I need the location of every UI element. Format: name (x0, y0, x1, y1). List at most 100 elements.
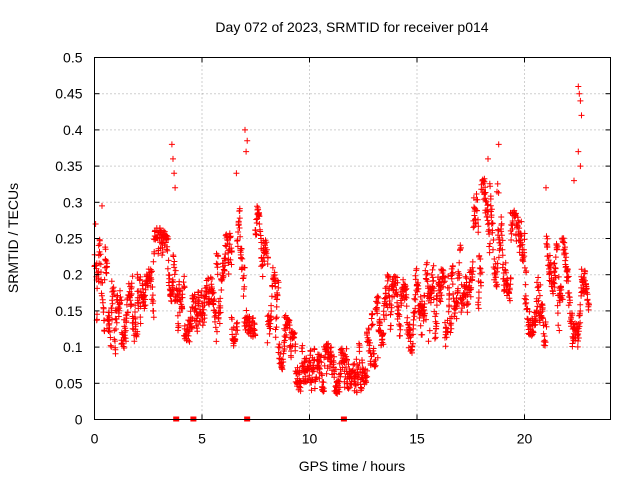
data-point (536, 319, 543, 326)
y-tick-label: 0.2 (63, 267, 83, 283)
data-point (403, 285, 410, 292)
data-point (194, 313, 201, 320)
data-point (522, 281, 529, 288)
data-point (132, 315, 139, 322)
data-point (199, 322, 206, 329)
data-point (312, 378, 319, 385)
data-point (380, 308, 387, 315)
data-point (481, 175, 488, 182)
data-point (128, 280, 135, 287)
data-point (215, 315, 222, 322)
data-point (292, 341, 299, 348)
data-point (297, 380, 304, 387)
data-point (398, 302, 405, 309)
data-point (508, 237, 515, 243)
data-point (551, 268, 558, 275)
data-point (214, 264, 221, 271)
data-point (577, 319, 584, 326)
data-point (209, 275, 215, 282)
data-point (303, 355, 310, 362)
data-point (440, 283, 446, 290)
data-point (137, 320, 144, 327)
data-point (180, 279, 187, 286)
data-point (268, 302, 275, 309)
data-point (431, 335, 438, 342)
data-point (251, 327, 258, 334)
data-point (571, 177, 577, 184)
data-point (423, 316, 429, 323)
data-point (364, 367, 371, 374)
data-point (170, 155, 176, 162)
data-point (446, 284, 453, 291)
data-point (149, 292, 156, 299)
data-point (543, 240, 550, 247)
data-point (355, 364, 362, 370)
data-point (443, 334, 450, 341)
data-point (325, 340, 332, 347)
data-point (256, 213, 263, 220)
data-point (94, 285, 101, 292)
data-point (358, 385, 365, 392)
data-point (263, 250, 270, 257)
data-point (412, 276, 419, 283)
x-tick-label: 0 (91, 431, 99, 447)
data-point (395, 307, 402, 314)
data-point (267, 313, 274, 320)
data-point (559, 296, 566, 303)
data-points (91, 83, 592, 397)
y-tick-label: 0.15 (55, 303, 82, 319)
x-axis-label: GPS time / hours (299, 458, 406, 474)
data-point (177, 298, 184, 305)
data-point (275, 344, 282, 350)
data-point (551, 260, 558, 267)
data-point (340, 359, 347, 365)
data-point (410, 322, 417, 328)
data-point (562, 244, 568, 251)
data-point (369, 321, 376, 328)
data-point (456, 272, 463, 279)
data-point (486, 231, 493, 238)
data-point (523, 299, 530, 306)
y-tick-label: 0.05 (55, 375, 82, 391)
data-point (565, 273, 572, 280)
data-point (351, 378, 357, 385)
data-point (108, 305, 115, 312)
data-point (532, 318, 539, 324)
data-point (538, 314, 545, 320)
data-point (575, 338, 581, 344)
data-point (228, 314, 235, 321)
data-point (485, 155, 491, 162)
data-point (464, 309, 471, 316)
data-point (564, 266, 571, 273)
data-point (316, 365, 323, 372)
data-point (449, 281, 456, 288)
data-point (220, 273, 227, 280)
data-point (111, 291, 117, 298)
data-point (560, 235, 567, 242)
data-point (478, 269, 485, 276)
data-point (106, 329, 113, 335)
data-point (513, 232, 519, 239)
data-point (371, 350, 377, 357)
data-point (458, 244, 464, 251)
data-point (239, 255, 246, 262)
data-point (108, 343, 115, 350)
data-point (551, 284, 558, 291)
data-point (495, 254, 502, 261)
data-point (489, 227, 496, 234)
data-point (175, 324, 182, 331)
data-point (171, 170, 178, 177)
data-point (470, 224, 477, 231)
data-point (415, 282, 422, 289)
data-point (165, 236, 171, 242)
data-point (331, 353, 338, 360)
data-point (449, 262, 456, 269)
data-point (481, 190, 488, 197)
data-point (472, 219, 479, 226)
data-point (577, 97, 584, 104)
data-point (469, 258, 476, 265)
data-point (343, 345, 350, 352)
data-point (394, 274, 401, 281)
data-point (273, 314, 280, 321)
data-point (122, 327, 129, 334)
